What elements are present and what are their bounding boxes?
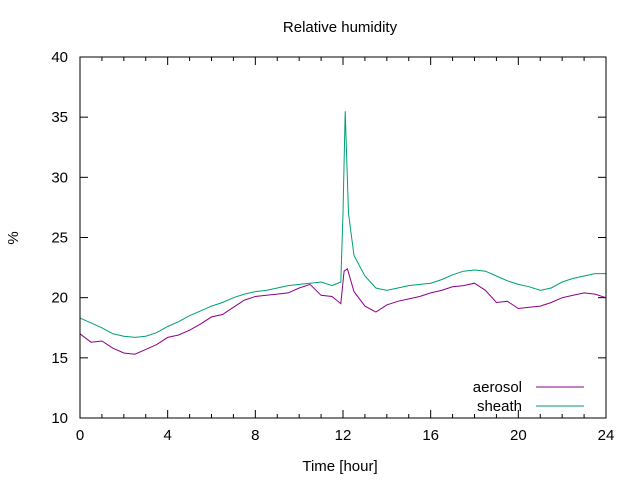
y-tick-label: 15 [51,350,68,367]
x-axis-label: Time [hour] [302,458,377,475]
x-tick-label: 12 [335,427,352,444]
axis-ticks [79,56,607,419]
x-tick-label: 0 [76,427,84,444]
y-tick-label: 30 [51,169,68,186]
legend-label-sheath: sheath [477,398,522,415]
series-layer [79,111,607,355]
plot-frame [79,56,607,419]
y-tick-label: 10 [51,410,68,427]
x-tick-label: 24 [598,427,615,444]
x-tick-label: 20 [510,427,527,444]
axis-tick-labels: 0 4 8 12 16 20 24 10 15 20 25 30 35 40 [51,49,614,444]
y-tick-label: 35 [51,109,68,126]
legend: aerosol sheath [473,379,584,415]
chart-title: Relative humidity [283,19,398,36]
x-tick-label: 16 [422,427,439,444]
y-tick-label: 20 [51,290,68,307]
series-line-aerosol [79,267,607,355]
y-axis-label: % [5,231,22,244]
legend-label-aerosol: aerosol [473,379,522,396]
x-tick-label: 8 [251,427,259,444]
x-tick-label: 4 [163,427,171,444]
series-line-sheath [79,111,606,338]
y-tick-label: 40 [51,49,68,66]
y-tick-label: 25 [51,230,68,247]
